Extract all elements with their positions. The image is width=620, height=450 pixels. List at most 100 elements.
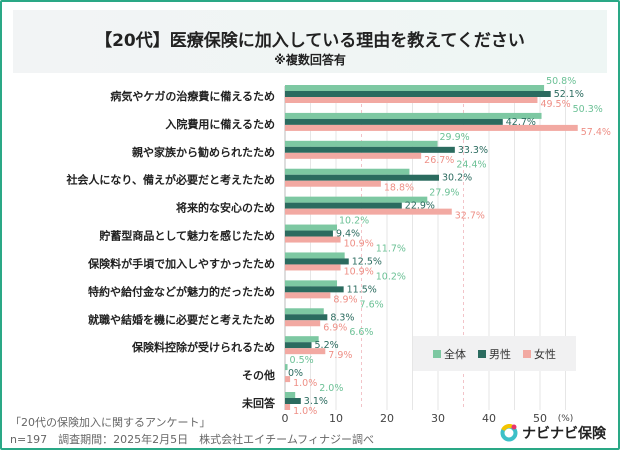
bar-all [285,196,428,203]
bar-all [285,168,410,175]
data-label: 52.1% [554,89,584,100]
bar-male [285,118,503,125]
data-label: 9.4% [336,229,360,240]
category-label: 保険料が手頃で加入しやすかったため [87,256,275,270]
data-label: 10.9% [344,239,374,250]
bar-male [285,202,402,209]
legend-label: 女性 [534,347,556,361]
data-label: 33.3% [458,145,488,156]
footer-details: n=197 調査期間：2025年2月5日 株式会社エイチームフィナジー調べ [10,433,374,446]
data-label: 5.2% [315,340,339,351]
data-label: 10.2% [339,216,369,227]
bar-female [285,320,321,327]
data-label: 1.0% [293,406,317,417]
x-tick-label: 10 [329,412,343,425]
bar-female [285,292,331,299]
bar-all [285,308,324,315]
bar-all [285,336,319,343]
x-tick-label: 30 [431,412,445,425]
bar-all [285,364,288,371]
x-unit-label: (%) [558,414,574,424]
category-label: 親や家族から勧められたため [132,145,275,159]
data-label: 6.6% [349,327,373,338]
bar-male [285,146,455,153]
bar-all [285,224,338,231]
category-label: 将来的な安心のため [176,201,275,215]
data-label: 2.0% [319,383,343,394]
data-label: 7.6% [360,299,384,310]
bar-female [285,264,341,271]
x-tick-label: 40 [482,412,496,425]
data-label: 57.4% [581,127,611,138]
data-label: 10.2% [376,271,406,282]
data-label: 3.1% [304,396,328,407]
legend-swatch [478,349,486,358]
title-band: 【20代】医療保険に加入している理由を教えてください ※複数回答有 [13,10,607,73]
x-tick-label: 20 [380,412,394,425]
category-label: 社会人になり、備えが必要だと考えたため [65,173,275,187]
data-label: 8.9% [333,294,357,305]
legend-swatch [433,349,441,358]
legend-item-all: 全体 [433,346,466,362]
legend-item-female: 女性 [523,346,556,362]
category-label: 未回答 [241,396,276,410]
legend-swatch [523,349,531,358]
category-label: 病気やケガの治療費に備えるため [110,89,275,103]
data-label: 29.9% [439,132,469,143]
bar-male [285,91,551,97]
bar-all [285,85,545,91]
category-label: その他 [242,368,275,382]
bar-male [285,398,301,404]
footer-source: 「20代の保険加入に関するアンケート」 [10,416,211,429]
category-label: 保険料控除が受けられるため [131,340,275,354]
logo-icon [500,424,518,442]
data-label: 26.7% [424,155,454,166]
data-label: 50.3% [573,104,603,115]
data-label: 49.5% [540,99,570,110]
data-label: 8.3% [330,312,354,323]
data-label: 42.7% [506,117,536,128]
bar-male [285,286,344,293]
data-label: 24.4% [456,160,486,171]
data-label: 11.7% [376,243,406,254]
chart-title: 【20代】医療保険に加入している理由を教えてください [95,31,525,51]
x-tick-label: 50 [533,412,547,425]
category-label: 特約や給付金などが魅力的だったため [88,284,275,298]
logo-text: ナビナビ保険 [522,426,606,442]
bar-female [285,208,452,215]
data-label: 50.8% [546,76,576,87]
bar-all [285,112,542,119]
data-label: 6.9% [323,322,347,333]
legend-item-male: 男性 [478,346,511,362]
bar-female [285,404,291,410]
bar-female [285,376,291,383]
category-label: 貯蓄型商品として魅力を感じたため [99,229,275,243]
bar-male [285,342,312,349]
bar-female [285,236,341,243]
legend-label: 男性 [489,347,511,361]
bar-female [285,180,381,187]
category-label: 就職や結婚を機に必要だと考えたため [88,312,275,326]
data-label: 1.0% [293,378,317,389]
legend: 全体 男性 女性 [413,336,576,371]
data-label: 12.5% [352,256,382,267]
bar-male [285,230,333,237]
data-label: 10.9% [344,266,374,277]
data-label: 0% [288,368,303,379]
bar-all [285,252,345,259]
logo: ナビナビ保険 [500,423,606,443]
legend-label: 全体 [444,347,466,361]
data-label: 18.8% [384,183,414,194]
data-label: 22.9% [405,201,435,212]
data-label: 32.7% [455,211,485,222]
category-label: 入院費用に備えるため [165,117,275,131]
bar-all [285,280,338,287]
data-label: 30.2% [442,173,472,184]
bar-female [285,124,578,131]
data-label: 27.9% [429,188,459,199]
data-label: 11.5% [347,284,377,295]
bar-all [285,140,438,147]
chart-subtitle: ※複数回答有 [274,53,346,67]
bar-all [285,392,296,398]
